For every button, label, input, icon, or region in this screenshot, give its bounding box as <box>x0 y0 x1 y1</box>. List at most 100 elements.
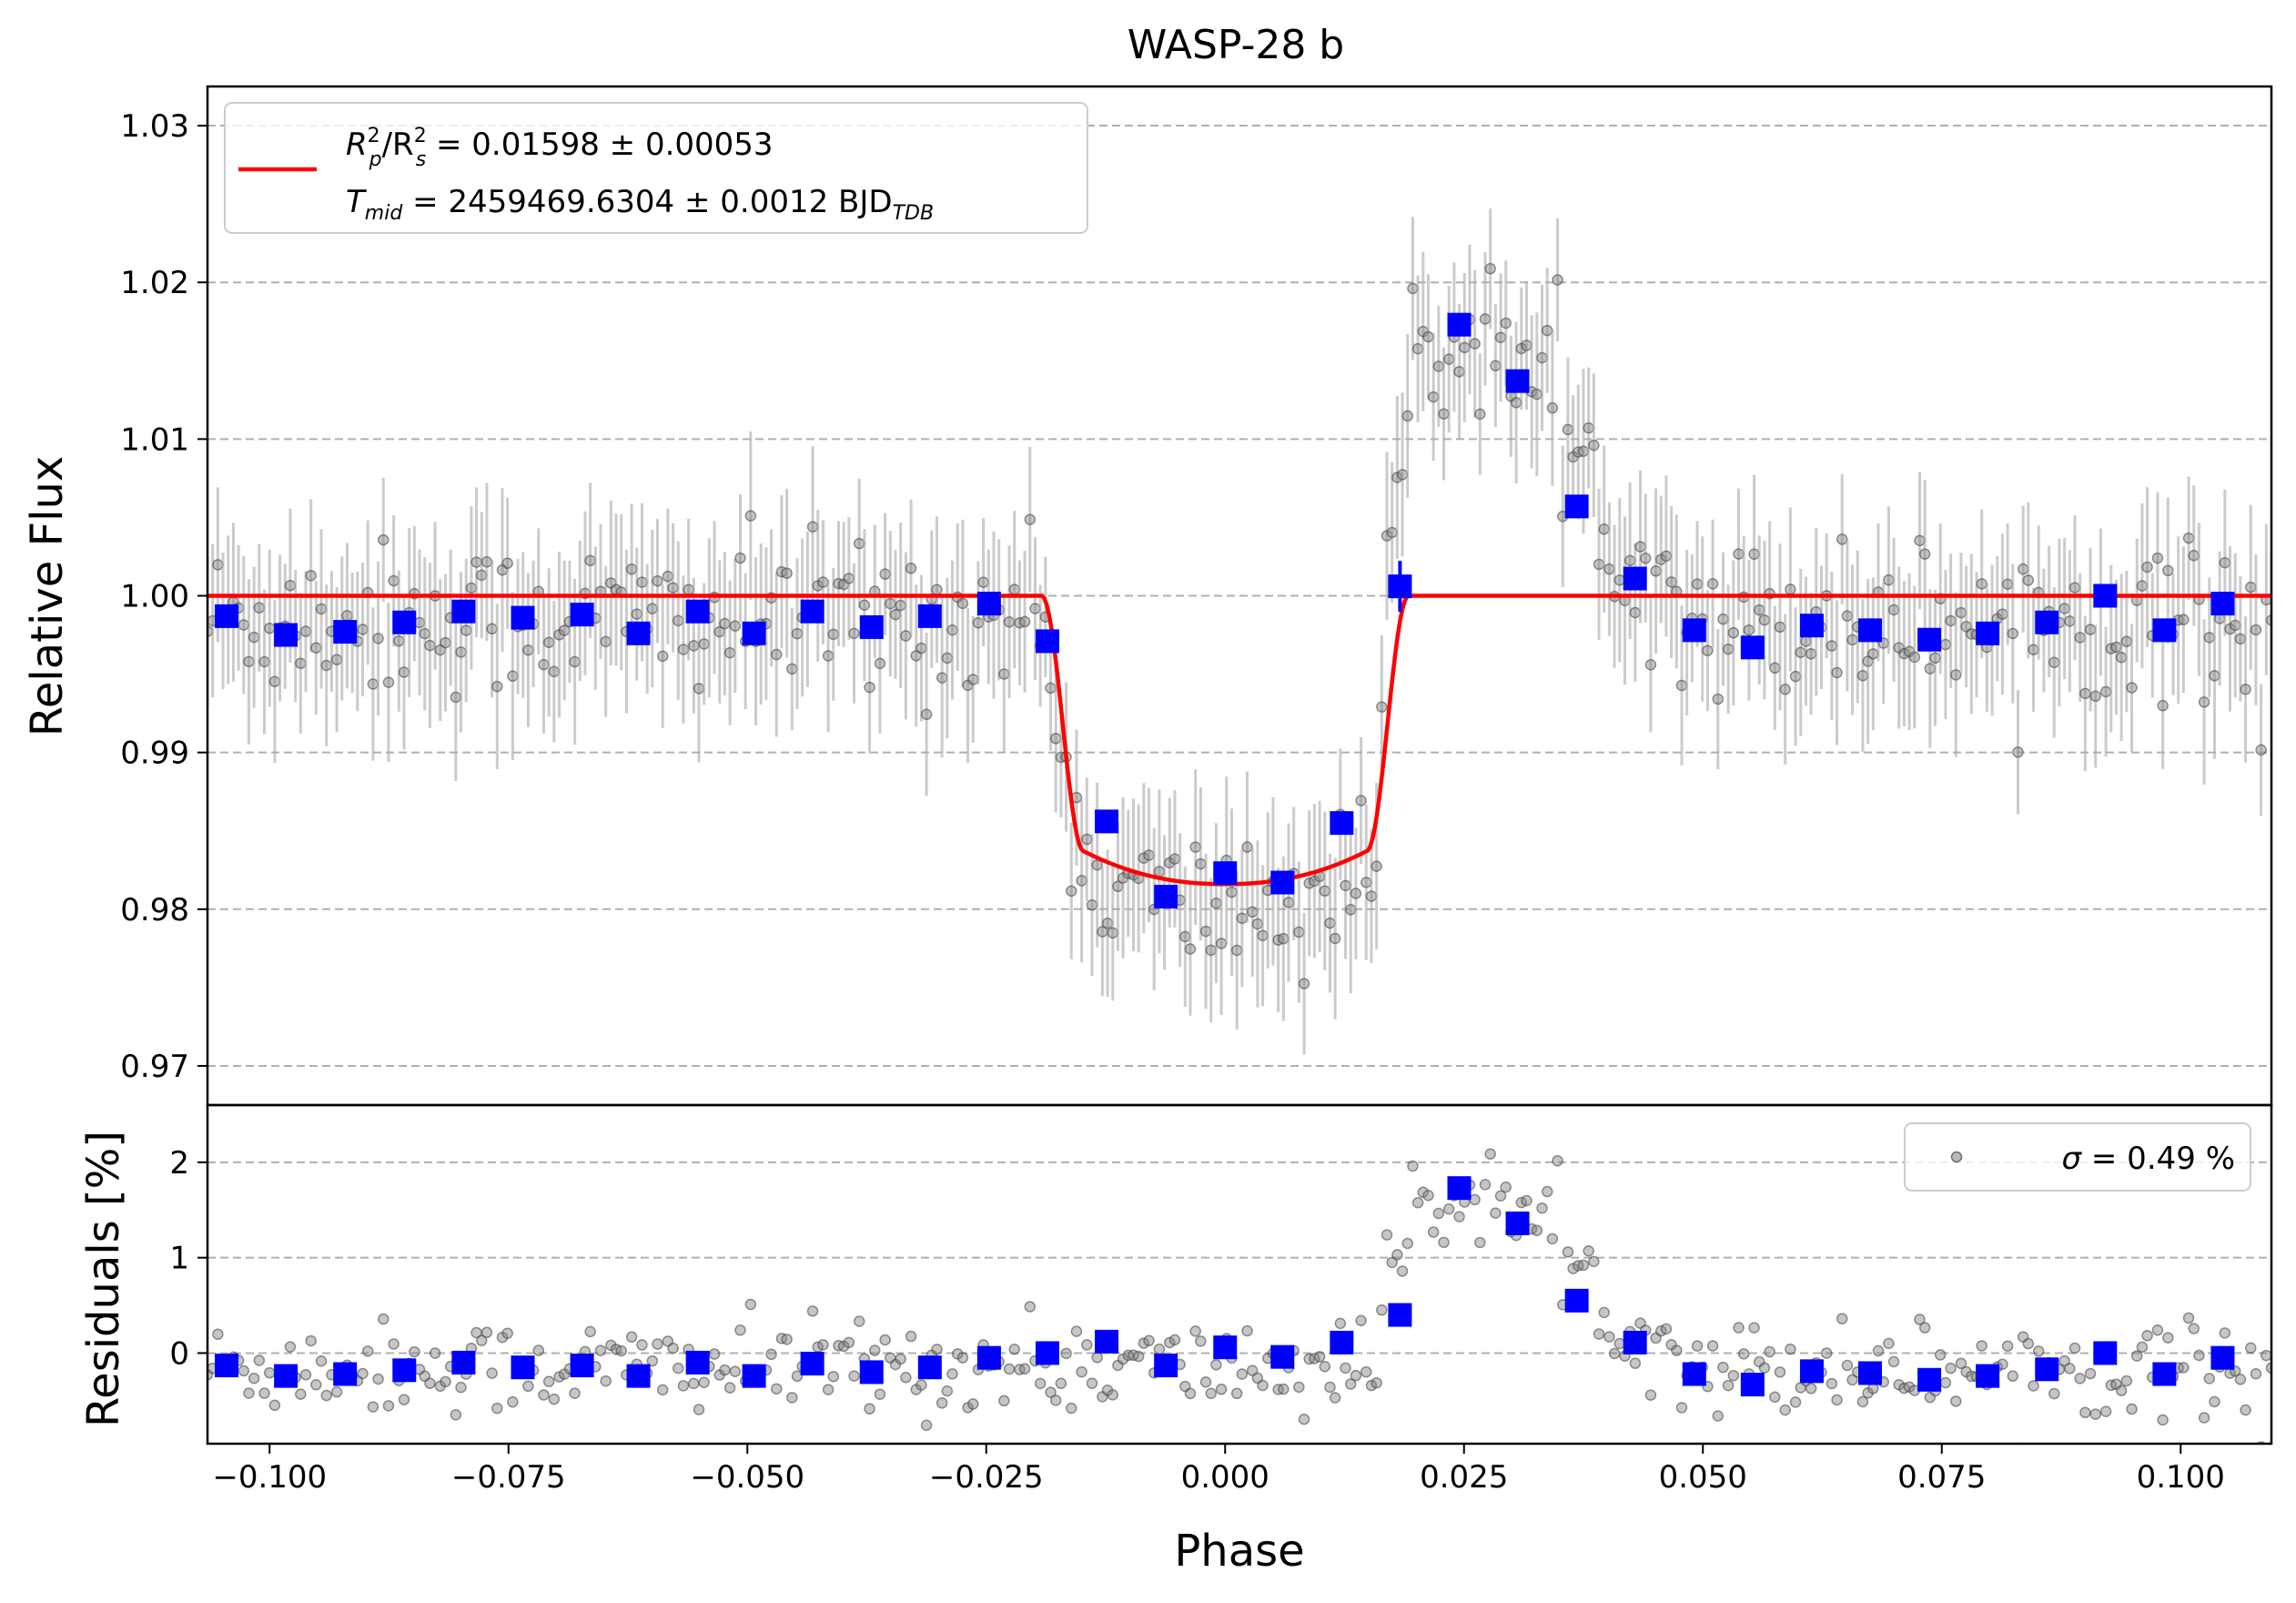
raw-point <box>1086 898 1098 911</box>
residual-point <box>1319 1360 1331 1373</box>
residual-point <box>2182 1312 2195 1324</box>
residual-point <box>1644 1389 1657 1401</box>
residual-point <box>2203 1373 2216 1385</box>
residual-point <box>698 1376 710 1388</box>
bottom-y-tick-label: 2 <box>169 1145 189 1182</box>
raw-point <box>465 582 478 594</box>
residual-point <box>853 1315 865 1327</box>
residual-point <box>874 1388 886 1400</box>
residual-point <box>2136 1341 2149 1354</box>
raw-point <box>1018 615 1031 628</box>
residual-point <box>1562 1246 1574 1258</box>
binned-point <box>1447 312 1472 337</box>
raw-point <box>268 675 281 687</box>
residual-point <box>253 1354 266 1366</box>
residual-point <box>1598 1306 1610 1319</box>
raw-point <box>1365 890 1378 902</box>
residual-point <box>2064 1363 2076 1375</box>
raw-point <box>486 623 498 635</box>
binned-point <box>1682 618 1706 643</box>
raw-point <box>977 576 989 588</box>
binned-point <box>1035 629 1059 654</box>
raw-point <box>1846 634 1858 646</box>
residual-point <box>1365 1379 1378 1392</box>
top-binned-points <box>215 312 2235 909</box>
raw-point <box>1789 670 1802 683</box>
residual-point <box>1629 1357 1642 1369</box>
raw-point <box>1371 860 1382 872</box>
raw-point <box>1908 651 1921 664</box>
residual-point <box>1883 1337 1895 1350</box>
residual-point <box>398 1394 410 1405</box>
bottom-x-ticks: −0.100 −0.075 −0.050 −0.025 0.000 0.025 0.050 0… <box>212 1444 2225 1496</box>
raw-point <box>1531 388 1543 401</box>
residual-point <box>2074 1373 2086 1385</box>
raw-point <box>263 622 276 634</box>
binned-point <box>451 599 476 624</box>
residual-point <box>1360 1365 1372 1378</box>
raw-point <box>771 648 783 661</box>
raw-point <box>1598 523 1610 535</box>
raw-point <box>1319 885 1331 898</box>
raw-point <box>1329 932 1341 945</box>
raw-point <box>1727 626 1740 639</box>
bottom-y-ticks: 0 1 2 <box>169 1145 207 1372</box>
raw-point <box>806 521 819 533</box>
raw-point <box>1386 526 1398 539</box>
raw-point <box>723 646 736 659</box>
residual-point <box>1779 1404 1791 1416</box>
raw-point <box>998 668 1010 680</box>
raw-point <box>1251 918 1264 930</box>
raw-point <box>2115 651 2128 664</box>
residual-point <box>1066 1402 1077 1415</box>
residual-point <box>1608 1347 1621 1360</box>
residual-point <box>299 1368 312 1381</box>
binned-point <box>1858 618 1882 643</box>
residual-point <box>1769 1391 1781 1403</box>
residual-point <box>522 1380 534 1393</box>
residual-point <box>1939 1376 1952 1389</box>
binned-point <box>392 610 417 634</box>
raw-point <box>440 636 451 649</box>
residual-point <box>1411 1197 1424 1209</box>
raw-point <box>1603 563 1615 575</box>
residual-point <box>1329 1392 1341 1404</box>
raw-point <box>2136 580 2149 592</box>
raw-point <box>2001 578 2014 591</box>
residual-point <box>900 1372 912 1384</box>
binned-point <box>2035 610 2059 634</box>
residual-point <box>1381 1229 1393 1241</box>
residual-point <box>1918 1322 1931 1334</box>
residual-point <box>1210 1359 1222 1371</box>
raw-point <box>522 644 534 656</box>
raw-point <box>2265 614 2271 626</box>
residual-point <box>822 1384 834 1395</box>
raw-point <box>2157 699 2169 712</box>
raw-point <box>1800 635 1812 647</box>
raw-point <box>2188 550 2200 562</box>
top-legend: R2 p/R2 s = 0.01598 ± 0.00053 Tmid = 24594… <box>224 102 1088 234</box>
raw-point <box>1432 360 1445 372</box>
residual-point <box>1138 1337 1150 1349</box>
residual-point <box>723 1382 736 1394</box>
residual-point <box>1355 1314 1367 1326</box>
raw-point <box>1831 666 1843 679</box>
raw-point <box>967 674 979 685</box>
binned-point <box>570 603 594 627</box>
raw-point <box>1918 548 1931 560</box>
raw-point <box>1340 879 1351 892</box>
residual-point <box>258 1387 270 1399</box>
raw-point <box>305 570 317 582</box>
top-y-tick-label: 1.03 <box>120 108 189 145</box>
raw-point <box>367 678 379 690</box>
legend-sigma-symbol: σ <box>2062 1141 2083 1177</box>
residual-point <box>284 1341 297 1353</box>
raw-point <box>2198 695 2210 708</box>
raw-point <box>212 559 224 571</box>
binned-residual-point <box>1976 1364 2000 1388</box>
residual-point <box>409 1345 420 1358</box>
raw-point <box>2048 656 2060 668</box>
residual-point <box>372 1373 384 1385</box>
residual-point <box>1184 1387 1197 1400</box>
residual-point <box>864 1403 875 1415</box>
